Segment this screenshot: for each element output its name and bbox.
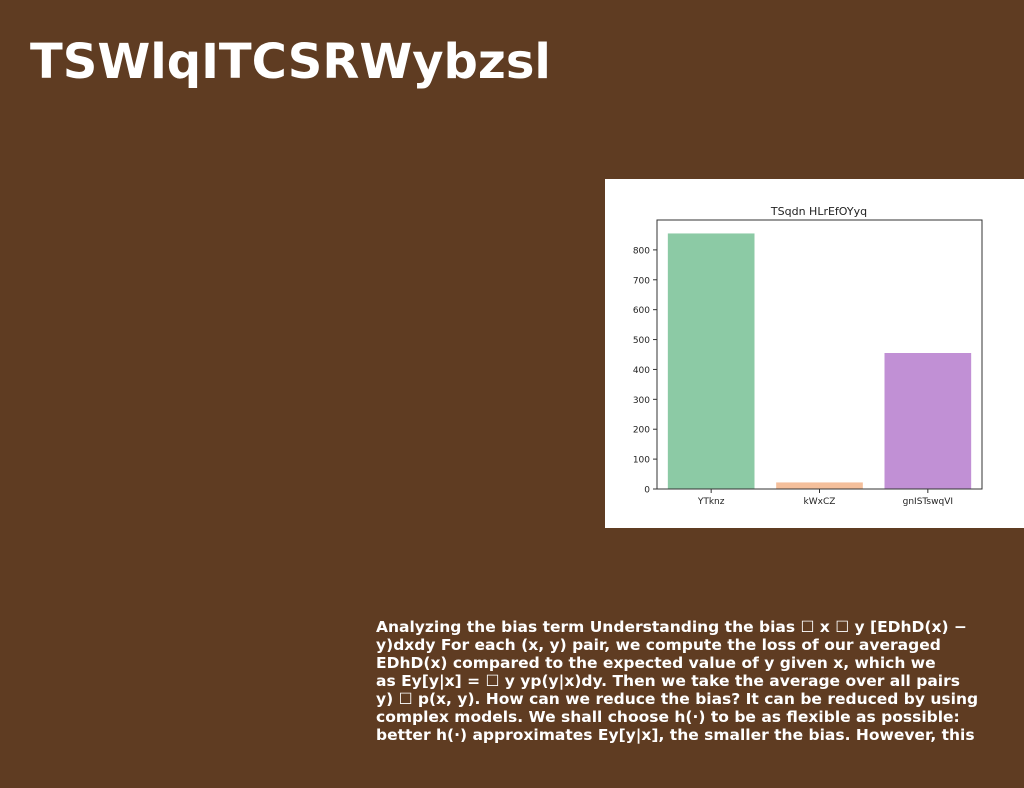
body-line: Analyzing the bias term Understanding th… [376, 618, 967, 636]
y-tick-label: 700 [633, 276, 650, 286]
x-tick-label: kWxCZ [804, 497, 836, 507]
y-axis: 0 100 200 300 400 500 600 700 800 [633, 246, 657, 496]
bar-gnistswqvi [884, 353, 972, 489]
slide-title: TSWlqITCSRWybzsl [30, 34, 551, 90]
body-line: y)dxdy For each (x, y) pair, we compute … [376, 636, 941, 654]
body-line: EDhD(x) compared to the expected value o… [376, 654, 936, 672]
bar-kwxcz [776, 482, 863, 489]
bar-ytknz [667, 233, 755, 489]
y-tick-label: 0 [644, 486, 650, 496]
y-tick-label: 800 [633, 246, 650, 256]
body-line: complex models. We shall choose h(·) to … [376, 708, 960, 726]
body-line: as Ey[y|x] = ☐ y yp(y|x)dy. Then we take… [376, 672, 960, 690]
y-tick-label: 300 [633, 396, 650, 406]
x-tick-label: gnISTswqVI [903, 497, 953, 507]
x-axis: YTknz kWxCZ gnISTswqVI [697, 489, 953, 507]
y-tick-label: 600 [633, 306, 650, 316]
y-tick-label: 400 [633, 366, 650, 376]
y-tick-label: 100 [633, 456, 650, 466]
chart-panel: TSqdn HLrEfOYyq 0 100 200 300 400 500 600 700 80… [605, 179, 1024, 528]
body-text: Analyzing the bias term Understanding th… [376, 618, 1016, 744]
bars-layer [667, 233, 972, 489]
x-tick-label: YTknz [697, 497, 725, 507]
y-tick-label: 200 [633, 426, 650, 436]
chart-title: TSqdn HLrEfOYyq [770, 205, 867, 218]
body-line: better h(·) approximates Ey[y|x], the sm… [376, 726, 975, 744]
bar-chart: TSqdn HLrEfOYyq 0 100 200 300 400 500 600 700 80… [633, 205, 983, 507]
body-line: y) ☐ p(x, y). How can we reduce the bias… [376, 690, 979, 708]
y-tick-label: 500 [633, 336, 650, 346]
